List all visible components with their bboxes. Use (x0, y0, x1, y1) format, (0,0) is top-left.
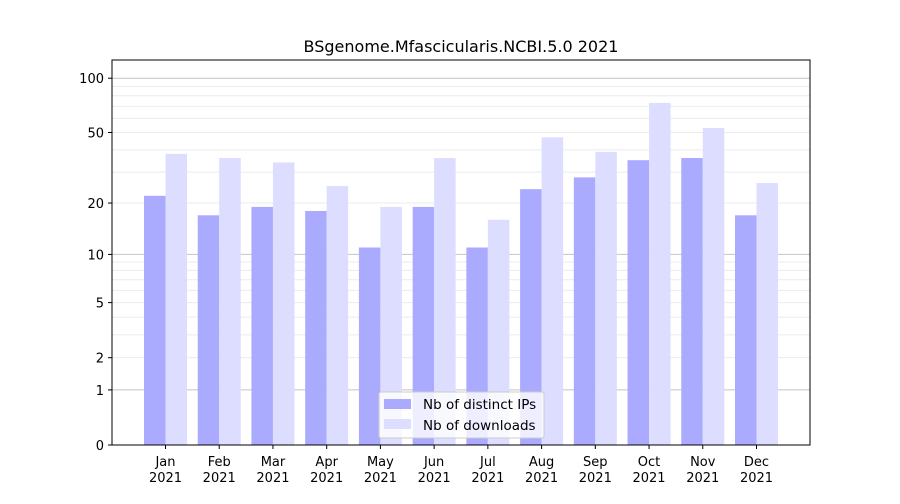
bar-distinct-ips (305, 210, 327, 445)
bar-downloads (326, 186, 349, 445)
x-tick-label: Nov (690, 455, 716, 470)
bar-downloads (756, 183, 778, 445)
x-tick-label: Mar (261, 455, 286, 470)
bar-distinct-ips (735, 215, 757, 445)
bar-downloads (434, 158, 456, 445)
chart-title: BSgenome.Mfascicularis.NCBI.5.0 2021 (304, 37, 619, 56)
legend-swatch-downloads (384, 419, 411, 429)
x-tick-label: 2021 (256, 471, 289, 486)
y-tick-label: 10 (87, 248, 104, 263)
bar-distinct-ips (251, 206, 273, 445)
y-tick-label: 100 (79, 72, 104, 87)
y-tick-label: 5 (96, 297, 104, 312)
x-tick-label: 2021 (310, 471, 343, 486)
bar-downloads (595, 151, 617, 445)
bars (144, 102, 778, 446)
x-tick-label: Jan (154, 455, 175, 470)
y-axis: 0 1 2 5 10 20 50 100 (79, 72, 112, 454)
x-tick-label: 2021 (579, 471, 612, 486)
x-tick-label: 2021 (740, 471, 773, 486)
legend-label-downloads: Nb of downloads (423, 418, 536, 434)
y-tick-label: 0 (96, 439, 104, 454)
legend-label-ips: Nb of distinct IPs (423, 397, 536, 413)
bar-distinct-ips (144, 195, 166, 445)
x-axis: Jan2021Feb2021Mar2021Apr2021May2021Jun20… (149, 445, 773, 486)
bar-distinct-ips (573, 177, 596, 445)
bar-downloads (487, 219, 510, 445)
legend: Nb of distinct IPs Nb of downloads (378, 391, 545, 439)
bar-distinct-ips (627, 160, 650, 446)
bar-distinct-ips (520, 189, 542, 445)
x-tick-label: 2021 (203, 471, 236, 486)
x-tick-label: 2021 (364, 471, 397, 486)
bar-distinct-ips (358, 247, 381, 445)
plot-frame (111, 59, 811, 446)
y-tick-label: 50 (87, 127, 104, 142)
bar-downloads (380, 206, 402, 445)
x-tick-label: 2021 (471, 471, 504, 486)
x-tick-label: 2021 (525, 471, 558, 486)
bar-downloads (165, 153, 187, 445)
x-tick-label: Jun (423, 455, 444, 470)
x-tick-label: 2021 (418, 471, 451, 486)
bar-downloads (649, 102, 671, 445)
x-tick-label: Oct (638, 455, 660, 470)
x-tick-label: Sep (583, 455, 608, 470)
bar-downloads (541, 137, 564, 446)
y-tick-label: 1 (96, 384, 104, 399)
bar-downloads (702, 127, 725, 445)
x-tick-label: Apr (315, 455, 338, 470)
legend-box (378, 391, 545, 439)
x-tick-label: 2021 (632, 471, 665, 486)
bar-downloads (272, 162, 295, 445)
x-tick-label: Aug (529, 455, 554, 470)
x-tick-label: May (367, 455, 394, 470)
x-tick-label: Dec (744, 455, 769, 470)
x-tick-label: 2021 (149, 471, 182, 486)
bar-downloads (219, 158, 241, 445)
bar-distinct-ips (412, 206, 435, 445)
bar-distinct-ips (197, 215, 220, 445)
y-tick-label: 20 (87, 197, 104, 212)
x-tick-label: 2021 (686, 471, 719, 486)
x-tick-label: Feb (208, 455, 231, 470)
legend-swatch-ips (384, 399, 411, 409)
y-tick-label: 2 (96, 352, 104, 367)
bar-distinct-ips (681, 158, 703, 445)
x-tick-label: Jul (479, 455, 496, 470)
